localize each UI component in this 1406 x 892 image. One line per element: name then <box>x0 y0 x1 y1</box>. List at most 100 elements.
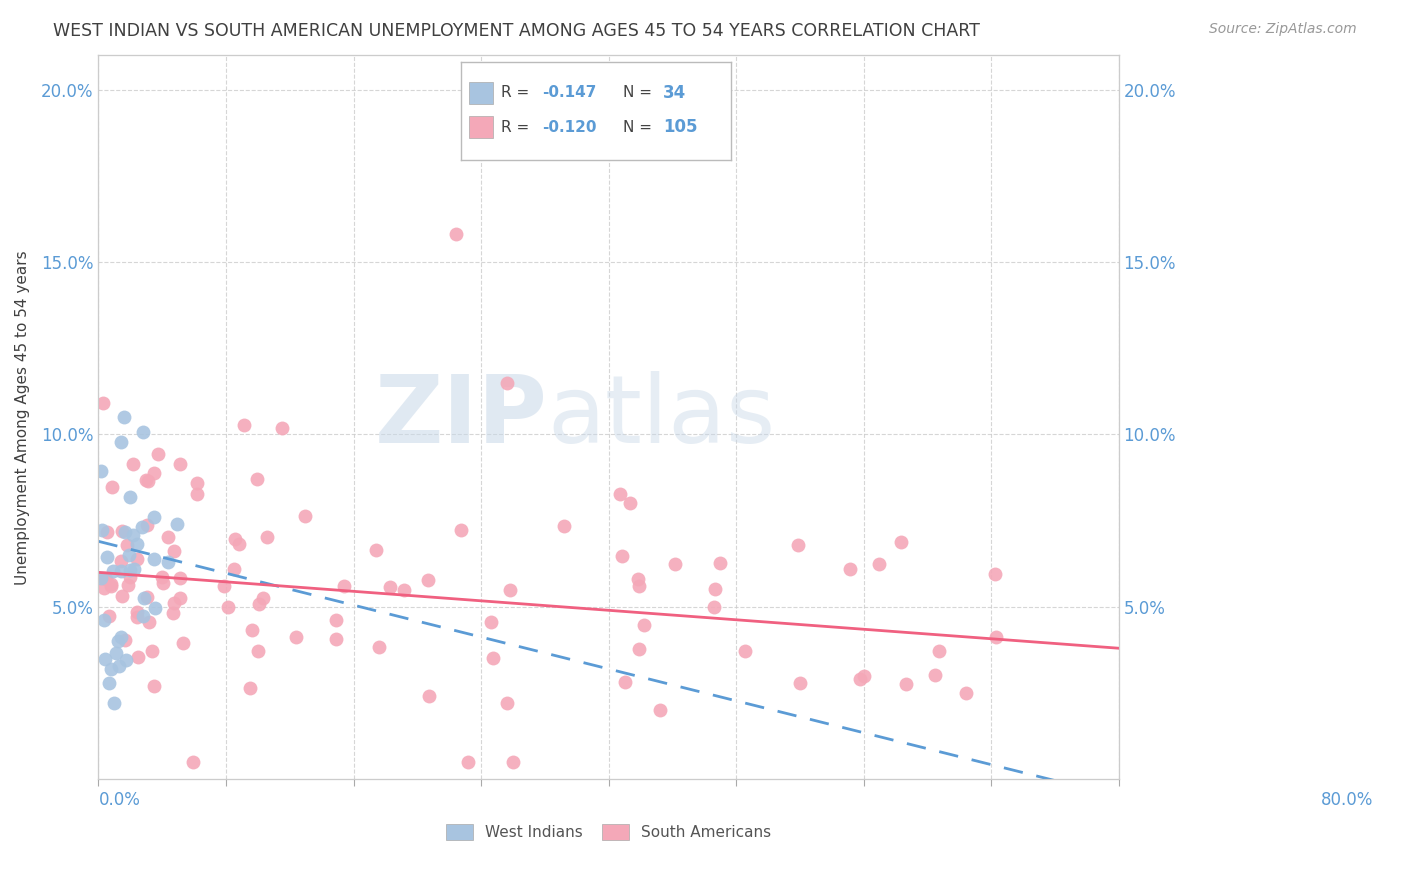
Point <box>157 556 180 570</box>
Point <box>502 755 524 769</box>
Point <box>924 668 946 682</box>
Point <box>108 659 131 673</box>
Point <box>232 418 254 433</box>
Point <box>495 376 517 390</box>
Point <box>135 590 157 604</box>
Point <box>246 644 269 658</box>
Point <box>172 635 194 649</box>
Point <box>93 581 115 595</box>
Point <box>986 630 1008 644</box>
Point <box>112 410 135 425</box>
Point <box>627 579 650 593</box>
Point <box>142 510 165 524</box>
Point <box>117 578 139 592</box>
Point <box>839 562 862 576</box>
Point <box>239 681 262 695</box>
Point <box>131 608 153 623</box>
Point <box>127 649 149 664</box>
Point <box>150 570 173 584</box>
Point <box>111 524 134 539</box>
Point <box>325 632 347 646</box>
Point <box>169 591 191 605</box>
Point <box>135 473 157 487</box>
Point <box>107 634 129 648</box>
Point <box>228 537 250 551</box>
Point <box>252 591 274 606</box>
Point <box>134 591 156 605</box>
Point <box>152 575 174 590</box>
Point <box>852 669 875 683</box>
Point <box>418 573 440 587</box>
Point <box>368 640 391 655</box>
Point <box>142 466 165 480</box>
Point <box>122 457 145 471</box>
Point <box>110 630 132 644</box>
Point <box>100 579 122 593</box>
Point <box>103 697 125 711</box>
Point <box>256 530 278 544</box>
Point <box>333 579 356 593</box>
Point <box>294 509 316 524</box>
Text: atlas: atlas <box>547 371 776 463</box>
Point <box>94 651 117 665</box>
Point <box>704 582 727 596</box>
Point <box>186 475 208 490</box>
Point <box>93 613 115 627</box>
Point <box>127 552 149 566</box>
Point <box>93 571 115 585</box>
Point <box>105 646 128 660</box>
Point <box>610 549 633 563</box>
Point <box>499 582 522 597</box>
Point <box>609 487 631 501</box>
Point <box>212 579 235 593</box>
Point <box>983 566 1005 581</box>
Point <box>90 523 112 537</box>
Point <box>115 538 138 552</box>
Point <box>553 519 575 533</box>
Point <box>97 608 120 623</box>
Point <box>111 589 134 603</box>
Point <box>868 557 890 571</box>
Point <box>115 653 138 667</box>
Point <box>135 518 157 533</box>
Point <box>136 474 159 488</box>
Point <box>131 520 153 534</box>
Point <box>146 447 169 461</box>
Point <box>457 755 479 769</box>
Point <box>91 396 114 410</box>
Point <box>364 542 387 557</box>
Point <box>627 572 650 586</box>
Point <box>163 596 186 610</box>
Text: WEST INDIAN VS SOUTH AMERICAN UNEMPLOYMENT AMONG AGES 45 TO 54 YEARS CORRELATION: WEST INDIAN VS SOUTH AMERICAN UNEMPLOYME… <box>53 22 980 40</box>
Text: Source: ZipAtlas.com: Source: ZipAtlas.com <box>1209 22 1357 37</box>
Point <box>118 569 141 583</box>
Point <box>285 630 308 644</box>
Point <box>394 582 416 597</box>
Point <box>633 617 655 632</box>
Point <box>789 675 811 690</box>
Text: 0.0%: 0.0% <box>98 791 141 809</box>
Point <box>97 675 120 690</box>
Point <box>627 641 650 656</box>
Point <box>110 554 132 568</box>
Text: ZIP: ZIP <box>374 371 547 463</box>
Point <box>100 576 122 591</box>
Point <box>143 600 166 615</box>
Point <box>141 643 163 657</box>
Point <box>496 696 519 710</box>
Point <box>614 675 637 690</box>
Point <box>157 530 180 544</box>
Point <box>120 562 142 576</box>
Point <box>325 613 347 627</box>
Point <box>479 615 502 629</box>
Point <box>418 689 440 703</box>
Point <box>100 662 122 676</box>
Point <box>664 557 686 571</box>
Point <box>118 548 141 562</box>
Point <box>217 600 239 615</box>
Point <box>166 517 188 532</box>
Point <box>110 564 132 578</box>
Point <box>849 672 872 686</box>
Point <box>734 644 756 658</box>
Point <box>90 571 112 585</box>
